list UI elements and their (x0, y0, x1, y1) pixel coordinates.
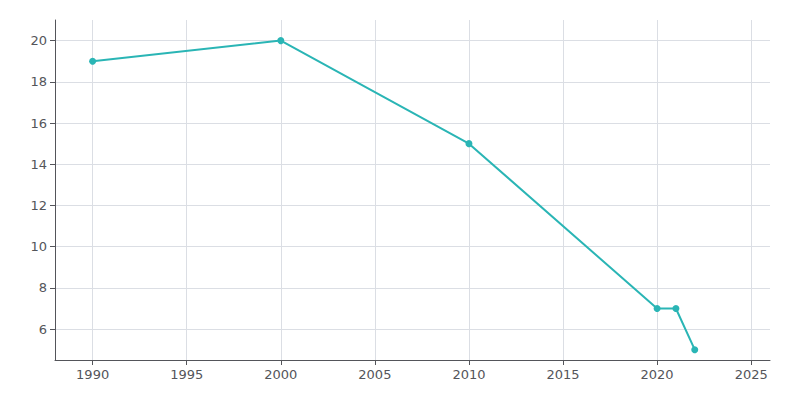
svg-text:20: 20 (30, 33, 47, 48)
svg-text:1990: 1990 (76, 367, 109, 382)
svg-text:16: 16 (30, 116, 47, 131)
svg-text:2010: 2010 (452, 367, 485, 382)
svg-text:2025: 2025 (735, 367, 768, 382)
svg-text:10: 10 (30, 239, 47, 254)
svg-text:6: 6 (39, 322, 47, 337)
svg-text:2005: 2005 (358, 367, 391, 382)
svg-text:18: 18 (30, 74, 47, 89)
svg-text:8: 8 (39, 280, 47, 295)
svg-text:2020: 2020 (641, 367, 674, 382)
svg-text:2000: 2000 (264, 367, 297, 382)
svg-text:14: 14 (30, 157, 47, 172)
svg-text:1995: 1995 (170, 367, 203, 382)
svg-text:2015: 2015 (546, 367, 579, 382)
svg-text:12: 12 (30, 198, 47, 213)
